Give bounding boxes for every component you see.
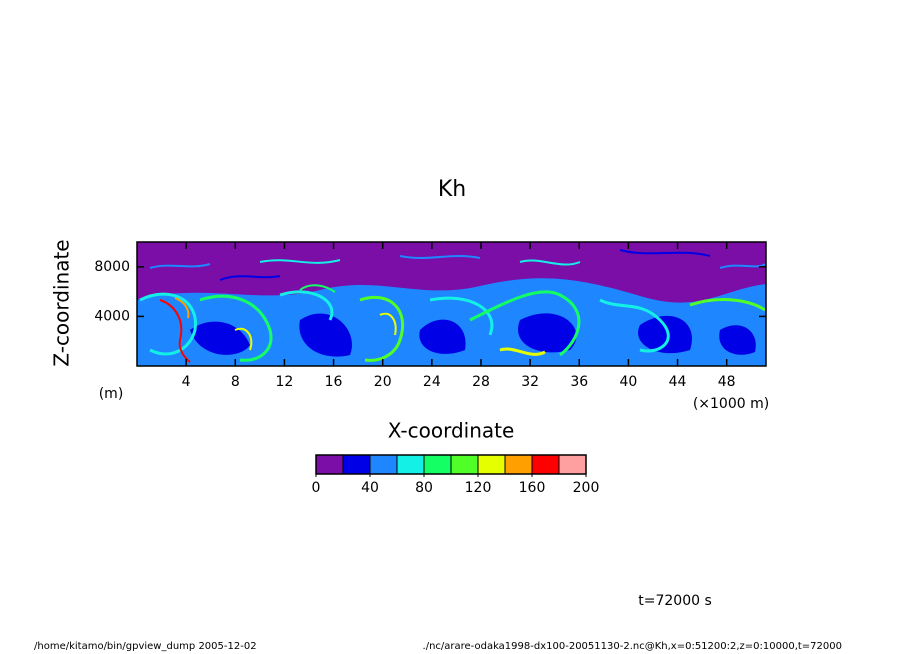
x-tick-label: 36 bbox=[570, 374, 588, 390]
colorbar-box bbox=[558, 454, 587, 475]
y-tick-label: 8000 bbox=[94, 259, 130, 275]
y-tick-label: 4000 bbox=[94, 308, 130, 324]
footer-right: ./nc/arare-odaka1998-dx100-20051130-2.nc… bbox=[423, 641, 842, 652]
colorbar-box bbox=[315, 454, 344, 475]
x-tick-label: 48 bbox=[718, 374, 736, 390]
colorbar-tick-label: 0 bbox=[312, 480, 321, 496]
x-tick-label: 4 bbox=[182, 374, 191, 390]
plot-frame bbox=[136, 241, 767, 367]
y-unit: (m) bbox=[99, 386, 124, 402]
x-tick-label: 40 bbox=[619, 374, 637, 390]
field-shape bbox=[159, 297, 397, 363]
x-tick-label: 20 bbox=[374, 374, 392, 390]
x-tick-label: 24 bbox=[423, 374, 441, 390]
colorbar-box bbox=[504, 454, 533, 475]
colorbar-box bbox=[396, 454, 425, 475]
colorbar-box bbox=[423, 454, 452, 475]
chart-title: Kh bbox=[438, 177, 466, 202]
x-tick-label: 44 bbox=[669, 374, 687, 390]
field-shape bbox=[149, 249, 766, 293]
x-unit: (×1000 m) bbox=[693, 396, 769, 412]
footer-left: /home/kitamo/bin/gpview_dump 2005-12-02 bbox=[34, 641, 257, 652]
colorbar-box bbox=[477, 454, 506, 475]
x-tick-label: 8 bbox=[231, 374, 240, 390]
colorbar-box bbox=[450, 454, 479, 475]
colorbar-tick-label: 120 bbox=[465, 480, 492, 496]
field-shape bbox=[139, 290, 766, 362]
y-axis-label: Z-coordinate bbox=[50, 239, 74, 366]
field bbox=[137, 242, 766, 366]
x-tick-label: 32 bbox=[521, 374, 539, 390]
colorbar-tick-label: 80 bbox=[415, 480, 433, 496]
colorbar-box bbox=[531, 454, 560, 475]
x-tick-label: 12 bbox=[276, 374, 294, 390]
annotation: t=72000 s bbox=[638, 593, 712, 609]
colorbar-box bbox=[342, 454, 371, 475]
colorbar-tick-label: 200 bbox=[573, 480, 600, 496]
colorbar-frame bbox=[315, 454, 587, 475]
colorbar-tick-label: 40 bbox=[361, 480, 379, 496]
x-tick-label: 16 bbox=[325, 374, 343, 390]
colorbar-box bbox=[369, 454, 398, 475]
colorbar-tick-label: 160 bbox=[519, 480, 546, 496]
x-axis-label: X-coordinate bbox=[388, 419, 515, 443]
x-tick-label: 28 bbox=[472, 374, 490, 390]
